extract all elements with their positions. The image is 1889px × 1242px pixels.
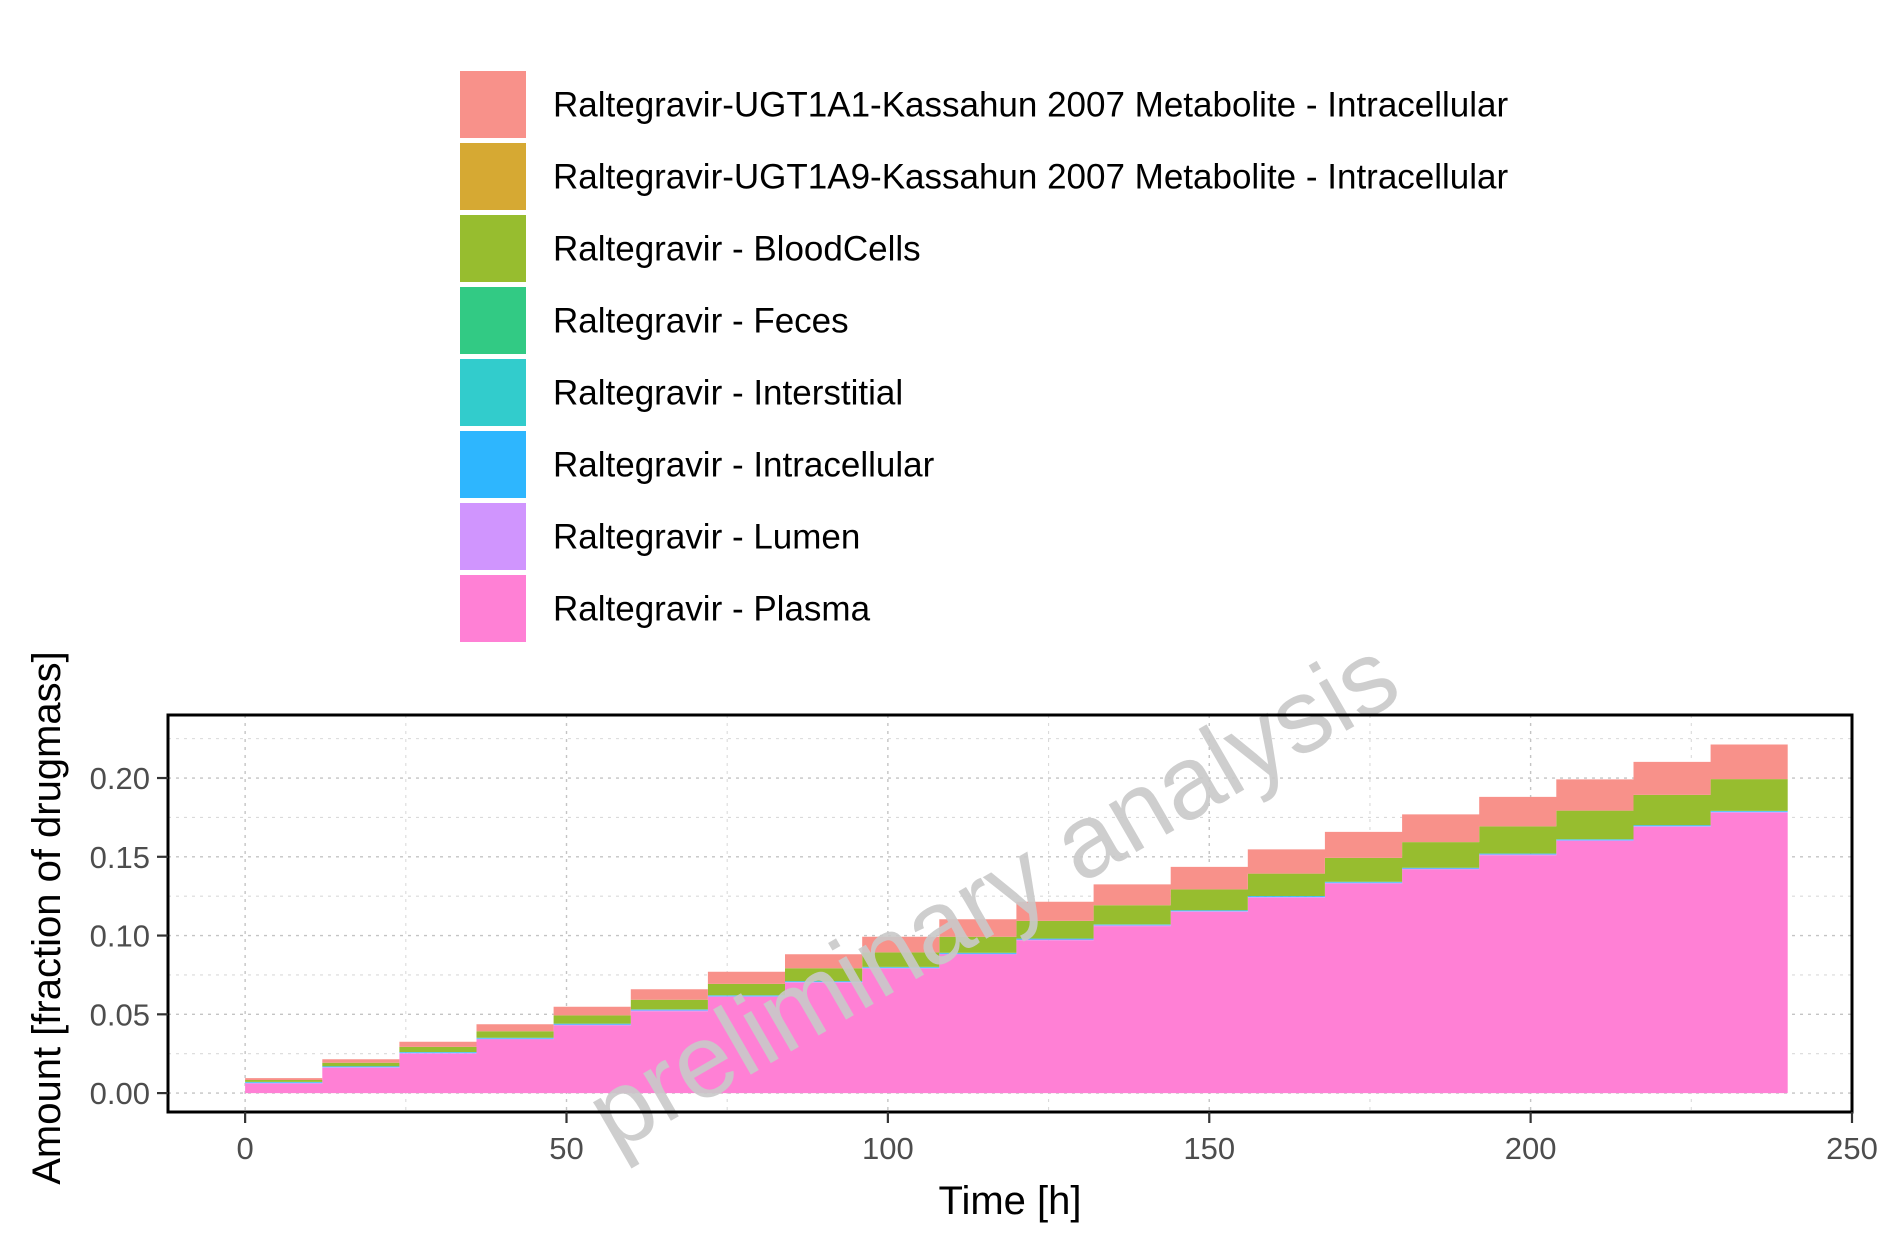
y-tick-label: 0.05 [90,997,150,1032]
chart-legend: Raltegravir-UGT1A1-Kassahun 2007 Metabol… [460,71,1509,642]
legend-key [460,503,526,570]
legend-key [460,431,526,498]
y-tick-label: 0.20 [90,761,150,796]
legend-key [460,71,526,138]
area-series [245,733,1788,1080]
legend-label: Raltegravir-UGT1A1-Kassahun 2007 Metabol… [553,86,1509,125]
legend-key [460,287,526,354]
x-tick-label: 0 [237,1131,254,1166]
x-axis-title: Time [h] [939,1179,1082,1223]
x-tick-label: 200 [1505,1131,1557,1166]
legend-label: Raltegravir - Interstitial [553,374,903,413]
y-tick-label: 0.00 [90,1076,150,1111]
legend-key [460,215,526,282]
x-tick-label: 250 [1826,1131,1878,1166]
stacked-areas [245,733,1788,1094]
y-tick-label: 0.15 [90,840,150,875]
y-axis-title: Amount [fraction of drugmass] [25,651,69,1185]
legend-label: Raltegravir - BloodCells [553,230,921,269]
legend-key [460,575,526,642]
plot-border [166,713,1854,1114]
x-tick-label: 150 [1183,1131,1235,1166]
legend-key [460,143,526,210]
legend-label: Raltegravir-UGT1A9-Kassahun 2007 Metabol… [553,158,1509,197]
y-tick-label: 0.10 [90,919,150,954]
legend-label: Raltegravir - Lumen [553,518,860,557]
plot-axes: 0 50 100 150 200 250 0.00 0.05 0.10 0.15 0.20 [90,713,1878,1166]
legend-label: Raltegravir - Feces [553,302,849,341]
x-tick-label: 100 [862,1131,914,1166]
legend-key [460,359,526,426]
legend-label: Raltegravir - Plasma [553,590,871,629]
legend-label: Raltegravir - Intracellular [553,446,935,485]
x-tick-label: 50 [549,1131,583,1166]
